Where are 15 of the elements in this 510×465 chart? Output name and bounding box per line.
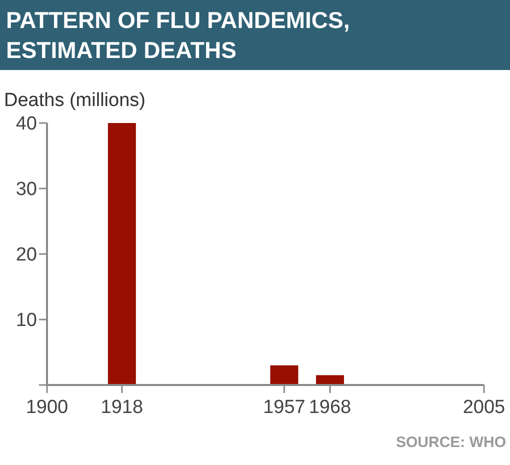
x-tick-label: 1968 xyxy=(308,397,352,418)
chart-title: PATTERN OF FLU PANDEMICS, ESTIMATED DEATHS xyxy=(6,7,350,63)
y-axis-title: Deaths (millions) xyxy=(4,90,146,111)
y-tick-label: 20 xyxy=(16,244,37,266)
x-tick-label: 2005 xyxy=(462,397,506,418)
bar xyxy=(316,375,344,385)
bar xyxy=(270,365,298,385)
y-tick-label: 10 xyxy=(16,310,37,332)
bar xyxy=(108,123,136,385)
source-note: SOURCE: WHO xyxy=(396,434,506,451)
x-tick-label: 1900 xyxy=(26,397,68,418)
x-tick-label: 1957 xyxy=(263,397,306,418)
y-tick-label: 30 xyxy=(16,179,37,200)
y-tick-label: 40 xyxy=(16,114,37,135)
x-tick-label: 1918 xyxy=(100,397,144,418)
